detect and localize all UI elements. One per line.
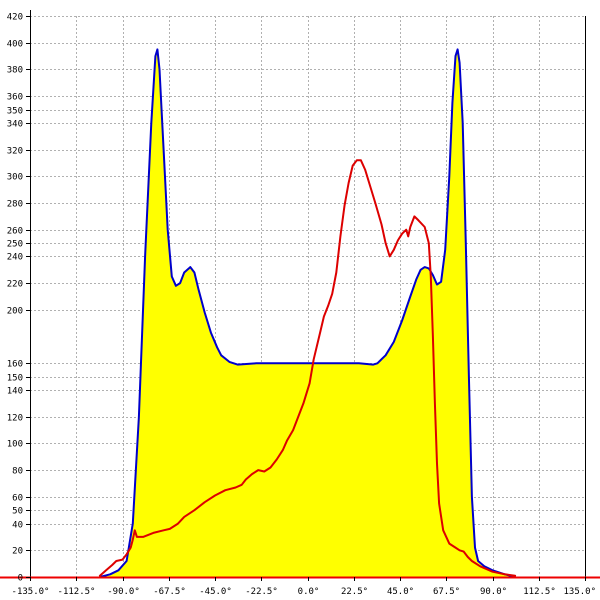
y-tick-label: 300 [7,173,23,183]
series-area-1 [99,49,516,577]
y-tick-label: 240 [7,253,23,263]
y-tick-label: 120 [7,414,23,424]
x-tick-label: 22.5° [341,587,368,597]
y-tick-label: 0 [18,574,23,584]
x-tick-label: 90.0° [480,587,507,597]
y-tick-label: 200 [7,307,23,317]
y-tick-label: 60 [12,494,23,504]
y-tick-label: 280 [7,200,23,210]
x-tick-label: -112.5° [58,587,96,597]
y-tick-label: 360 [7,93,23,103]
y-tick-labels: 0 20 40 50 60 80 100 120 140 150 160 200 220 240 250 26… [7,13,23,584]
series-areas [99,49,516,577]
y-tick-label: 340 [7,120,23,130]
x-tick-label: -67.5° [153,587,186,597]
y-tick-label: 380 [7,66,23,76]
x-tick-label: 0.0° [298,587,320,597]
x-tick-labels: -135.0° -112.5° -90.0° -67.5° -45.0° -22.5° 0.… [12,587,596,597]
y-tick-label: 420 [7,13,23,23]
y-tick-label: 250 [7,240,23,250]
y-tick-label: 350 [7,107,23,117]
y-tick-label: 100 [7,440,23,450]
series-line-1 [98,48,517,578]
x-tick-label: 67.5° [433,587,460,597]
y-tick-label: 140 [7,387,23,397]
y-tick-label: 80 [12,467,23,477]
x-tick-label: 135.0° [563,587,596,597]
x-tick-label: 112.5° [523,587,556,597]
x-tick-label: -45.0° [199,587,232,597]
x-tick-label: 45.0° [387,587,414,597]
series-line-2 [98,159,517,577]
axes [0,10,600,581]
y-tick-label: 160 [7,360,23,370]
y-tick-label: 400 [7,40,23,50]
y-tick-label: 20 [12,547,23,557]
y-tick-label: 320 [7,147,23,157]
series-lines [98,48,517,578]
y-tick-label: 150 [7,374,23,384]
x-tick-label: -90.0° [107,587,140,597]
y-tick-label: 40 [12,521,23,531]
x-tick-label: -135.0° [12,587,50,597]
y-tick-label: 260 [7,227,23,237]
y-tick-label: 50 [12,507,23,517]
x-tick-label: -22.5° [245,587,278,597]
y-tick-label: 220 [7,280,23,290]
